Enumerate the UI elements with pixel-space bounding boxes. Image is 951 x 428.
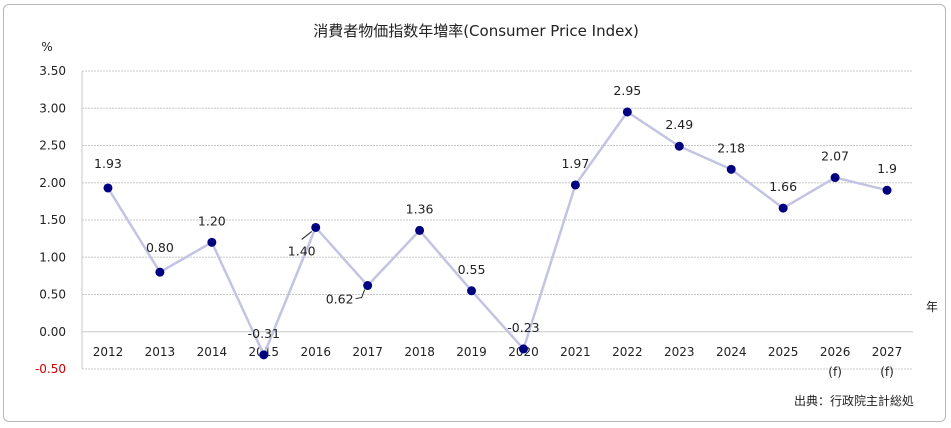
data-label: 1.9 <box>877 161 897 176</box>
data-label: 0.55 <box>458 262 486 277</box>
data-point <box>570 180 580 190</box>
y-tick-label: 2.50 <box>39 139 66 153</box>
series-line <box>106 110 888 357</box>
data-point <box>882 185 892 195</box>
data-point <box>155 267 165 277</box>
x-tick-label: 2022 <box>612 345 643 359</box>
data-label: 1.20 <box>198 213 226 228</box>
chart-frame <box>3 4 946 422</box>
data-label: 2.95 <box>613 83 641 98</box>
y-tick-label: 1.00 <box>39 250 66 264</box>
x-tick-label: 2013 <box>145 345 176 359</box>
data-label: 1.66 <box>769 179 797 194</box>
data-point <box>778 203 788 213</box>
y-axis-unit-label: % <box>41 40 52 54</box>
x-tick-label: 2021 <box>560 345 591 359</box>
data-label: -0.23 <box>507 320 539 335</box>
x-tick-label: 2023 <box>664 345 695 359</box>
y-tick-label: 2.00 <box>39 176 66 190</box>
data-label: 1.36 <box>406 201 434 216</box>
data-labels: 1.93 0.80 1.20 -0.31 1.40 0.62 1.36 0.55 -0.23 1.… <box>94 83 897 341</box>
grid-layer <box>81 70 913 370</box>
x-axis-unit-label: 年 <box>926 300 938 314</box>
x-tick-label: 2027 <box>872 345 903 359</box>
data-point <box>467 286 477 296</box>
data-point <box>207 237 217 247</box>
data-label: 1.97 <box>561 156 589 171</box>
x-tick-label: 2012 <box>93 345 124 359</box>
data-label: 2.18 <box>717 140 745 155</box>
data-point <box>415 225 425 235</box>
y-tick-label: 0.00 <box>39 325 66 339</box>
data-point <box>622 107 632 117</box>
leader-line <box>355 289 366 300</box>
data-label: 1.93 <box>94 156 122 171</box>
data-point <box>830 173 840 183</box>
data-label: 1.40 <box>288 243 316 258</box>
y-tick-label: 0.50 <box>39 288 66 302</box>
y-tick-label: 3.50 <box>39 64 66 78</box>
x-tick-label: 2026 <box>820 345 851 359</box>
data-point <box>311 222 321 232</box>
y-tick-label: 3.00 <box>39 101 66 115</box>
forecast-mark: (f) <box>880 365 894 379</box>
x-tick-label: 2014 <box>197 345 228 359</box>
data-point <box>518 344 528 354</box>
x-tick-label: 2018 <box>404 345 435 359</box>
data-point <box>363 281 373 291</box>
data-label: 0.62 <box>326 292 354 307</box>
x-tick-label: 2019 <box>456 345 487 359</box>
forecast-mark: (f) <box>828 365 842 379</box>
data-label: 2.07 <box>821 149 849 164</box>
x-tick-label: 2017 <box>352 345 383 359</box>
y-tick-label: -0.50 <box>35 362 66 376</box>
x-tick-labels: 2012201320142015201620172018201920202021… <box>93 345 903 379</box>
x-tick-label: 2025 <box>768 345 799 359</box>
data-point <box>726 164 736 174</box>
data-label: 0.80 <box>146 240 174 255</box>
series-layer <box>103 107 892 360</box>
data-point <box>259 350 269 360</box>
chart-title: 消費者物価指数年増率(Consumer Price Index) <box>313 22 639 40</box>
x-tick-label: 2016 <box>300 345 331 359</box>
y-tick-label: 1.50 <box>39 213 66 227</box>
x-tick-label: 2024 <box>716 345 747 359</box>
y-tick-labels: 3.50 3.00 2.50 2.00 1.50 1.00 0.50 0.00 -0.50 <box>35 64 66 376</box>
source-note: 出典：行政院主計総処 <box>794 393 914 408</box>
data-point <box>674 141 684 151</box>
leader-line <box>301 231 313 240</box>
data-label: -0.31 <box>248 326 280 341</box>
data-label: 2.49 <box>665 117 693 132</box>
data-point <box>103 183 113 193</box>
